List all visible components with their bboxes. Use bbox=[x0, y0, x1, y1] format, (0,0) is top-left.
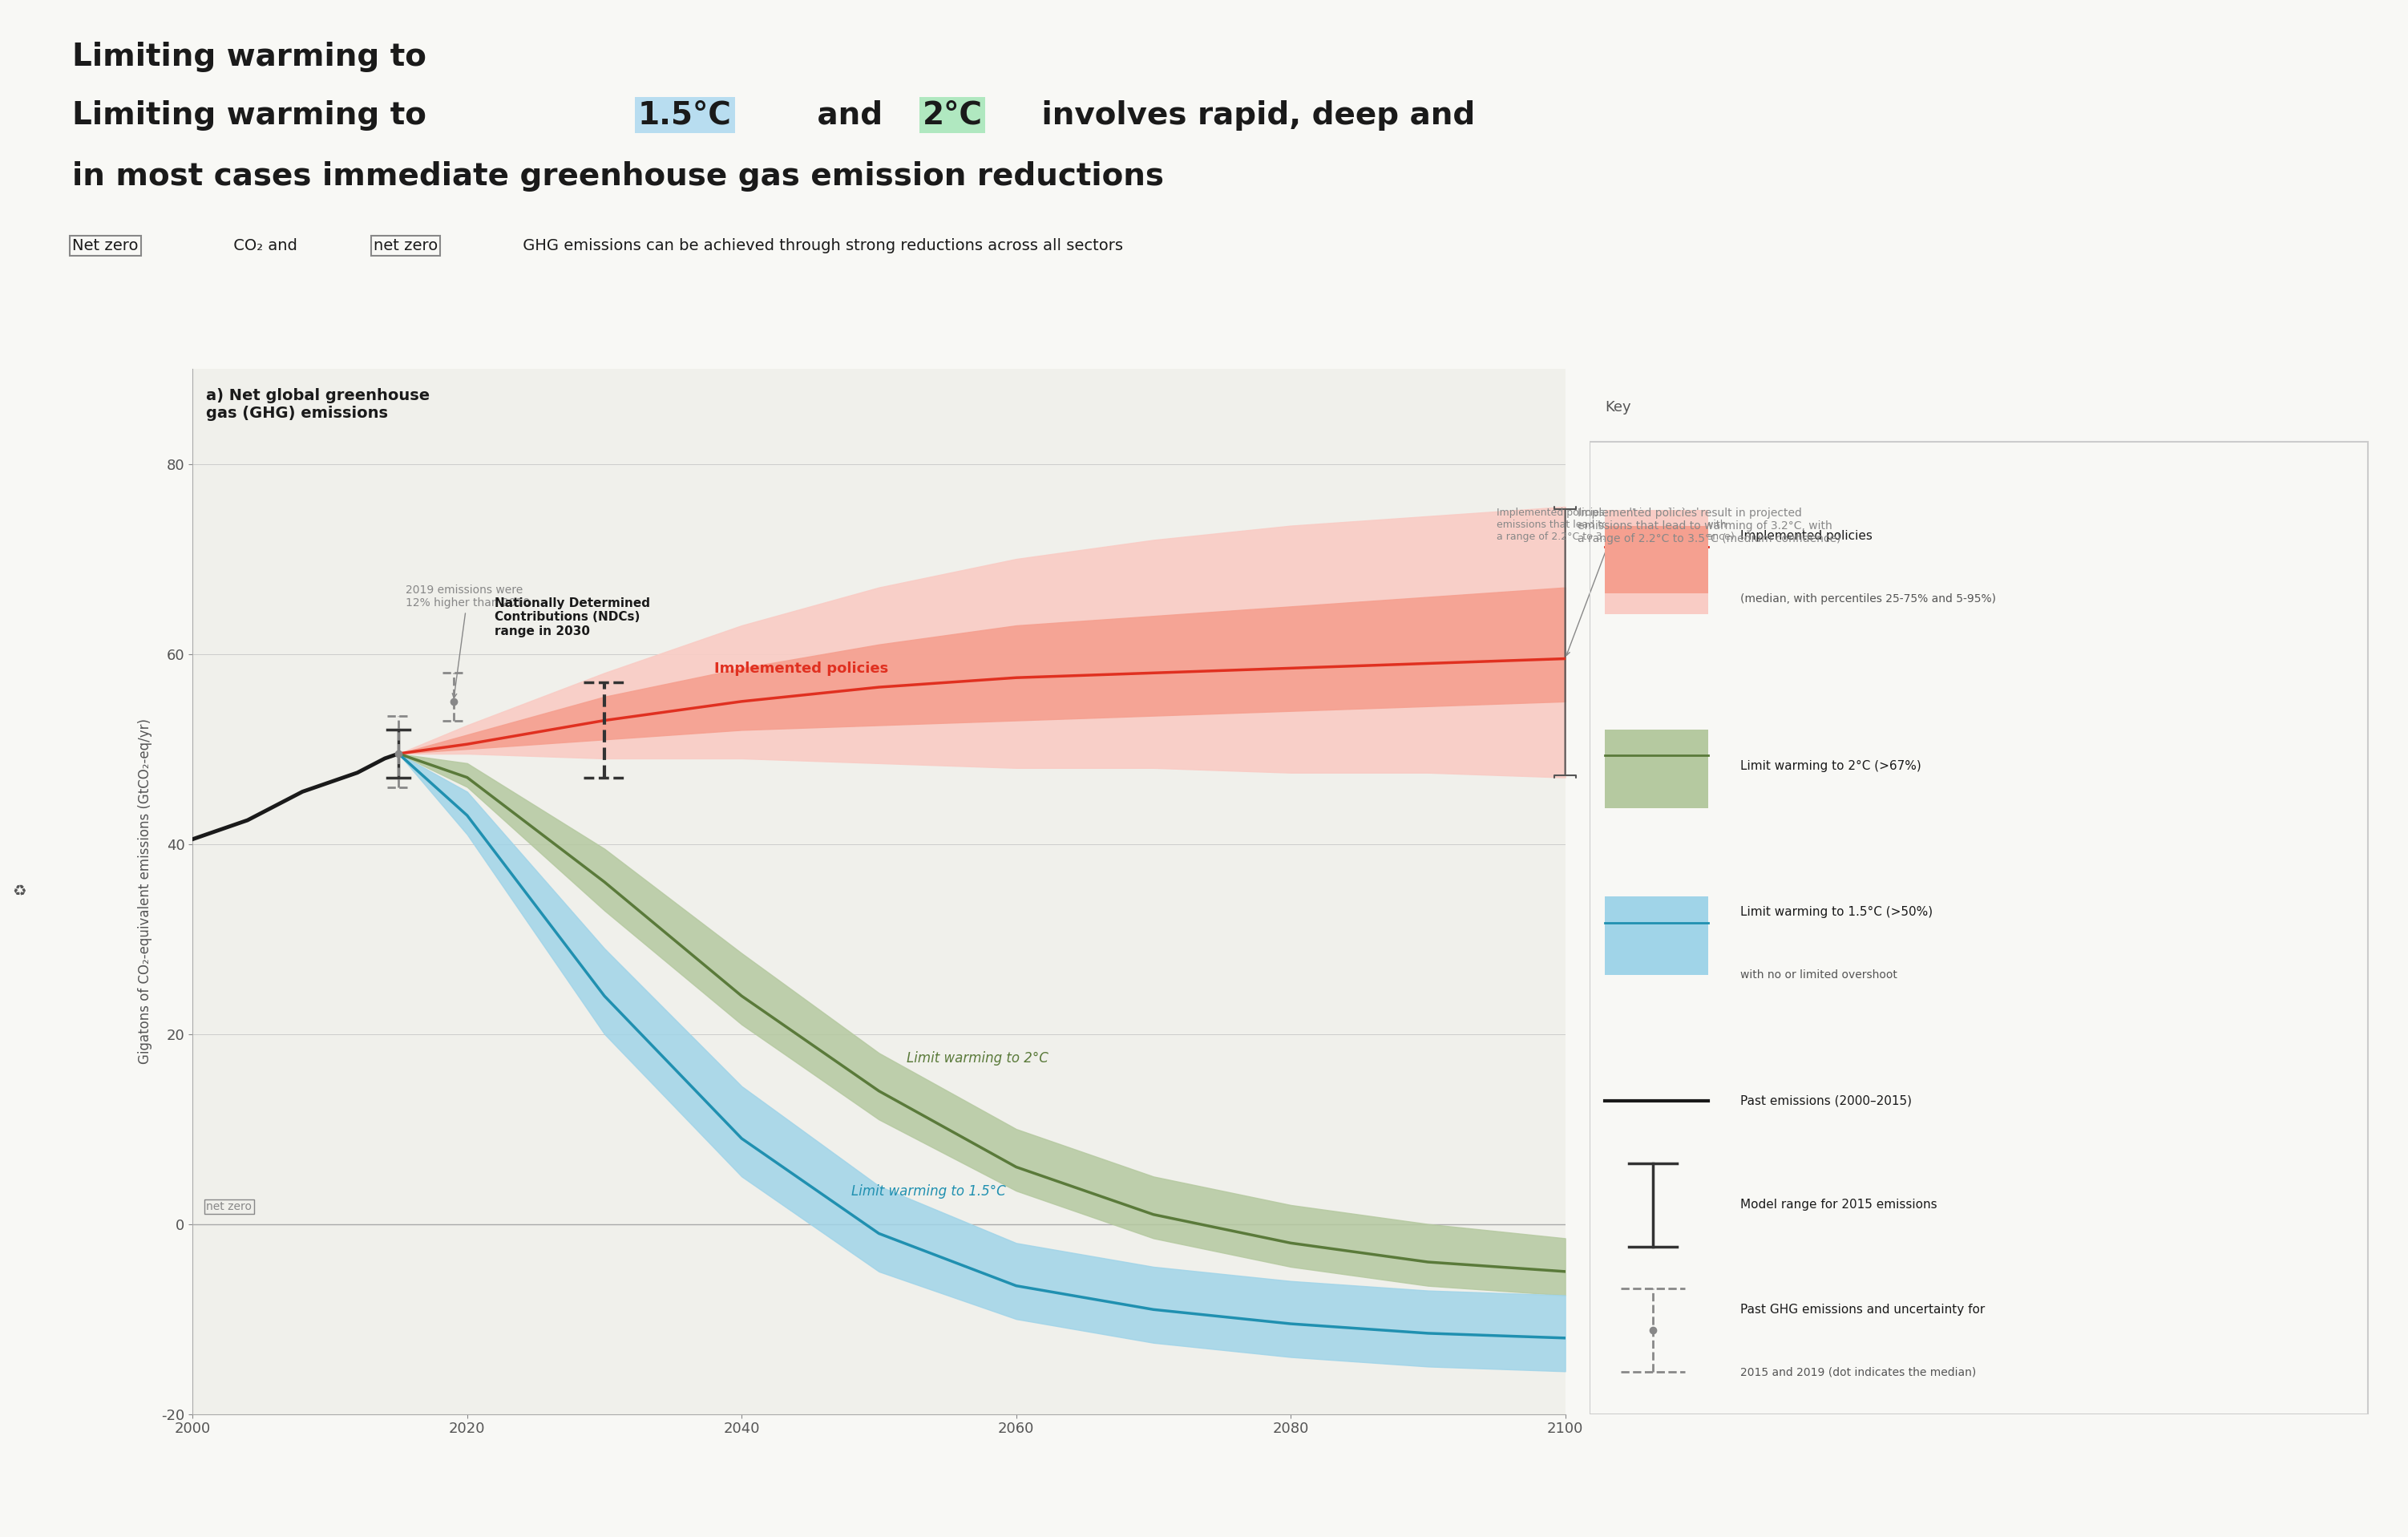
Text: (median, with percentiles 25-75% and 5-95%): (median, with percentiles 25-75% and 5-9… bbox=[1741, 593, 1996, 604]
Text: net zero: net zero bbox=[207, 1200, 253, 1213]
Y-axis label: Gigatons of CO₂-equivalent emissions (GtCO₂-eq/yr): Gigatons of CO₂-equivalent emissions (Gt… bbox=[137, 719, 152, 1064]
FancyBboxPatch shape bbox=[1606, 510, 1710, 615]
Text: Model range for 2015 emissions: Model range for 2015 emissions bbox=[1741, 1199, 1936, 1211]
Text: net zero: net zero bbox=[373, 238, 438, 254]
Text: Limit warming to 1.5°C (>50%): Limit warming to 1.5°C (>50%) bbox=[1741, 907, 1934, 919]
Text: 2015 and 2019 (dot indicates the median): 2015 and 2019 (dot indicates the median) bbox=[1741, 1366, 1977, 1377]
Text: Limit warming to 2°C (>67%): Limit warming to 2°C (>67%) bbox=[1741, 759, 1922, 772]
Text: a) Net global greenhouse
gas (GHG) emissions: a) Net global greenhouse gas (GHG) emiss… bbox=[207, 387, 431, 421]
Text: Implemented policies: Implemented policies bbox=[715, 662, 889, 676]
Text: CO₂ and: CO₂ and bbox=[229, 238, 303, 254]
Text: Implemented policies result in projected
emissions that lead to warming of 3.2°C: Implemented policies result in projected… bbox=[1498, 507, 1734, 655]
Text: Limiting warming to: Limiting warming to bbox=[72, 41, 438, 72]
Text: in most cases immediate greenhouse gas emission reductions: in most cases immediate greenhouse gas e… bbox=[72, 161, 1163, 192]
Text: Limiting warming to: Limiting warming to bbox=[72, 100, 438, 131]
Text: 2019 emissions were
12% higher than 2010: 2019 emissions were 12% higher than 2010 bbox=[405, 584, 530, 698]
Text: with no or limited overshoot: with no or limited overshoot bbox=[1741, 970, 1898, 981]
Text: Limit warming to 1.5°C: Limit warming to 1.5°C bbox=[852, 1185, 1007, 1199]
Text: involves rapid, deep and: involves rapid, deep and bbox=[1031, 100, 1476, 131]
Text: Limit warming to 2°C: Limit warming to 2°C bbox=[905, 1051, 1047, 1065]
Text: 1.5°C: 1.5°C bbox=[638, 100, 732, 131]
FancyBboxPatch shape bbox=[1606, 526, 1710, 593]
Text: Past GHG emissions and uncertainty for: Past GHG emissions and uncertainty for bbox=[1741, 1303, 1984, 1316]
Text: Key: Key bbox=[1606, 400, 1630, 415]
Text: and: and bbox=[807, 100, 893, 131]
Text: Implemented policies result in projected
emissions that lead to warming of 3.2°C: Implemented policies result in projected… bbox=[1577, 507, 1840, 544]
FancyBboxPatch shape bbox=[1606, 896, 1710, 974]
Text: Past emissions (2000–2015): Past emissions (2000–2015) bbox=[1741, 1094, 1912, 1107]
Text: GHG emissions can be achieved through strong reductions across all sectors: GHG emissions can be achieved through st… bbox=[518, 238, 1122, 254]
Text: Implemented policies: Implemented policies bbox=[1741, 530, 1873, 543]
FancyBboxPatch shape bbox=[1606, 730, 1710, 808]
Text: Net zero: Net zero bbox=[72, 238, 137, 254]
Text: ♻: ♻ bbox=[12, 884, 26, 899]
Text: 2°C: 2°C bbox=[922, 100, 982, 131]
Text: Nationally Determined
Contributions (NDCs)
range in 2030: Nationally Determined Contributions (NDC… bbox=[494, 598, 650, 638]
